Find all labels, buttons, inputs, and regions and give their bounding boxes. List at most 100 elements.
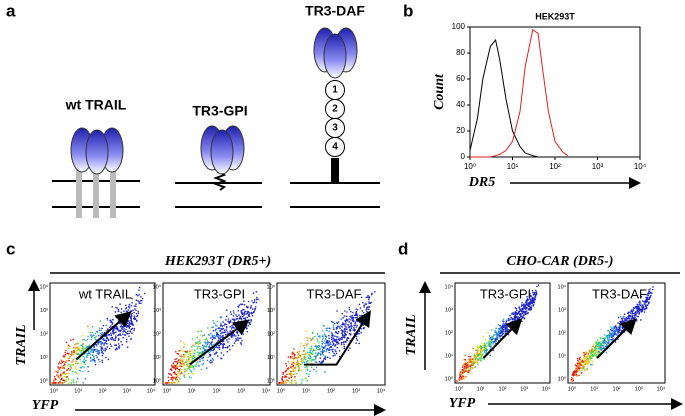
density-dot: [216, 355, 219, 357]
density-dot: [480, 357, 483, 360]
density-dot: [141, 297, 144, 300]
density-dot: [236, 317, 239, 320]
density-dot: [91, 335, 93, 338]
density-dot: [466, 361, 469, 364]
density-dot: [188, 361, 191, 364]
x-tick-label: 10²: [499, 386, 507, 392]
density-dot: [488, 334, 491, 337]
density-dot: [121, 343, 124, 346]
density-dot: [305, 352, 308, 354]
density-dot: [91, 325, 94, 328]
density-dot: [280, 382, 282, 384]
density-dot: [217, 333, 219, 336]
density-dot: [585, 358, 587, 361]
density-dot: [311, 358, 314, 361]
y-axis-label: TRAIL: [14, 324, 29, 365]
density-dot: [631, 316, 634, 318]
density-dot: [505, 322, 507, 324]
density-dot: [206, 359, 209, 362]
density-dot: [92, 350, 94, 353]
density-dot: [68, 345, 71, 347]
density-dot: [595, 342, 597, 345]
density-dot: [646, 296, 649, 299]
density-dot: [224, 346, 227, 349]
density-dot: [97, 353, 100, 356]
density-dot: [80, 366, 82, 369]
density-dot: [517, 316, 519, 318]
density-dot: [240, 341, 242, 344]
density-dot: [489, 338, 491, 341]
density-dot: [96, 352, 99, 354]
density-dot: [193, 345, 196, 347]
density-dot: [321, 338, 324, 340]
density-dot: [76, 349, 78, 352]
density-dot: [65, 349, 67, 352]
density-dot: [83, 357, 86, 359]
density-dot: [536, 285, 538, 288]
density-dot: [506, 325, 509, 328]
density-dot: [591, 360, 593, 362]
density-dot: [622, 324, 625, 327]
density-dot: [353, 324, 355, 327]
density-dot: [250, 306, 252, 309]
density-dot: [341, 312, 344, 315]
density-dot: [186, 356, 188, 358]
density-dot: [171, 366, 174, 368]
density-dot: [485, 351, 488, 353]
density-dot: [114, 331, 116, 334]
density-dot: [584, 369, 586, 371]
density-dot: [351, 316, 354, 319]
density-dot: [213, 334, 216, 337]
density-dot: [211, 357, 214, 360]
density-dot: [608, 339, 611, 341]
density-dot: [95, 350, 97, 352]
density-dot: [632, 312, 634, 315]
density-dot: [337, 336, 339, 338]
density-dot: [592, 351, 594, 353]
density-dot: [125, 312, 128, 314]
density-dot: [87, 370, 90, 373]
density-dot: [502, 330, 504, 333]
density-dot: [319, 348, 321, 350]
density-dot: [194, 354, 196, 357]
density-dot: [70, 352, 73, 355]
density-dot: [118, 338, 120, 340]
density-dot: [98, 360, 101, 363]
density-dot: [119, 315, 122, 318]
density-dot: [318, 342, 320, 344]
density-dot: [90, 334, 92, 336]
density-dot: [173, 381, 175, 384]
density-dot: [201, 344, 204, 347]
y-axis-label: Count: [432, 73, 447, 110]
density-dot: [90, 348, 93, 350]
density-dot: [318, 360, 321, 363]
trend-arrow: [304, 310, 371, 366]
density-dot: [592, 345, 594, 348]
density-dot: [198, 365, 201, 367]
density-dot: [133, 327, 136, 330]
density-dot: [218, 346, 221, 349]
density-dot: [91, 359, 94, 361]
density-dot: [343, 315, 346, 317]
y-tick-label: 10⁴: [445, 283, 454, 290]
density-dot: [106, 342, 108, 345]
density-dot: [582, 354, 585, 357]
density-dot: [114, 311, 117, 313]
density-dot: [342, 323, 344, 325]
density-dot: [619, 315, 622, 318]
density-dot: [603, 341, 605, 343]
density-dot: [462, 375, 465, 378]
density-dot: [77, 341, 79, 344]
density-dot: [81, 347, 84, 350]
density-dot: [129, 330, 131, 332]
density-dot: [599, 344, 601, 347]
density-dot: [469, 369, 471, 371]
density-dot: [466, 366, 468, 369]
density-dot: [140, 296, 142, 298]
density-dot: [82, 370, 84, 373]
density-dot: [67, 378, 70, 380]
density-dot: [321, 349, 324, 351]
density-dot: [86, 346, 88, 348]
